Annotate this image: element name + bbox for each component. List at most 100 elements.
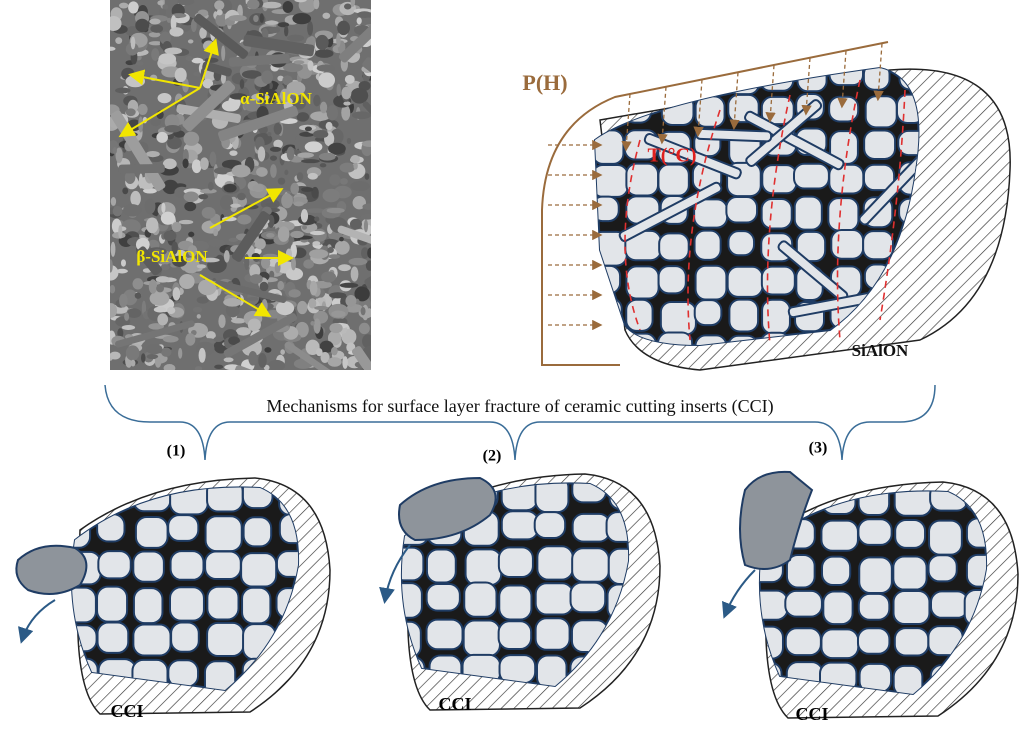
grain <box>695 231 721 260</box>
sem-grain <box>357 17 362 24</box>
sem-grain <box>367 247 374 258</box>
sem-grain <box>109 285 115 293</box>
sem-grain <box>247 297 258 301</box>
sem-grain <box>118 225 122 239</box>
sem-grain <box>276 301 294 315</box>
sem-grain <box>281 193 293 208</box>
sem-grain <box>340 178 348 185</box>
sem-grain <box>250 274 263 284</box>
sem-grain <box>221 46 225 61</box>
sem-grain <box>214 337 224 342</box>
grain <box>63 588 96 623</box>
sem-grain <box>314 217 319 222</box>
sem-grain <box>112 147 116 154</box>
grain <box>136 517 168 548</box>
sem-grain <box>337 84 342 97</box>
sem-grain <box>157 313 168 325</box>
sem-grain <box>337 21 350 36</box>
sem-grain <box>329 292 346 298</box>
sem-grain <box>328 254 340 259</box>
grain <box>98 551 130 578</box>
mechanism-label: (3) <box>809 440 828 457</box>
sem-rod <box>361 56 429 112</box>
sem-grain <box>350 181 369 191</box>
sem-grain <box>237 214 251 224</box>
grain <box>863 231 893 259</box>
sem-grain <box>315 49 334 58</box>
sem-grain <box>270 147 281 152</box>
sem-grain <box>163 336 179 343</box>
sem-grain <box>284 26 288 37</box>
sem-grain <box>290 183 299 195</box>
sem-grain <box>232 165 251 178</box>
sem-grain <box>216 9 222 15</box>
rod-grain <box>696 129 771 142</box>
sem-grain <box>179 220 194 224</box>
sem-grain <box>260 282 269 292</box>
sem-grain <box>313 95 320 107</box>
sem-grain <box>113 206 123 217</box>
sem-grain <box>320 102 327 114</box>
sem-grain <box>340 283 359 288</box>
sem-grain <box>183 132 199 146</box>
grain <box>536 583 573 614</box>
phase-label: α-SiAlON <box>240 89 313 108</box>
grain <box>391 694 420 721</box>
sem-grain <box>141 353 146 362</box>
grain <box>205 551 241 579</box>
sem-grain <box>198 194 208 199</box>
sem-grain <box>329 174 340 185</box>
sem-grain <box>352 111 371 119</box>
sem-grain <box>136 61 144 66</box>
grain <box>728 62 759 94</box>
sem-grain <box>133 278 144 289</box>
grain <box>573 514 610 542</box>
sem-grain <box>301 187 313 192</box>
grain <box>831 230 863 259</box>
sem-grain <box>320 163 327 167</box>
sem-grain <box>163 159 177 170</box>
grain <box>858 628 889 654</box>
sem-grain <box>111 197 116 206</box>
sem-grain <box>364 219 368 232</box>
body-label: CCI <box>110 701 143 721</box>
sem-grain <box>131 36 136 49</box>
sem-grain <box>228 15 246 21</box>
grain <box>728 231 754 255</box>
sem-grain <box>172 222 182 232</box>
grain <box>464 621 500 657</box>
sem-grain <box>240 79 245 89</box>
grain <box>729 300 758 332</box>
sem-grain <box>345 75 355 84</box>
sem-grain <box>274 123 282 135</box>
sem-grain <box>328 143 346 155</box>
sem-grain <box>287 35 304 42</box>
sem-grain <box>248 319 261 332</box>
sem-grain <box>327 208 345 214</box>
load-label: P(H) <box>522 70 567 95</box>
sem-grain <box>342 356 348 369</box>
sem-grain <box>269 27 280 33</box>
sem-grain <box>197 314 201 318</box>
grain <box>97 479 133 506</box>
sem-grain <box>146 218 158 234</box>
grain <box>594 63 620 88</box>
sem-grain <box>128 1 139 13</box>
sem-grain <box>149 32 161 37</box>
sem-grain <box>260 13 264 23</box>
sem-grain <box>326 122 333 130</box>
sem-grain <box>297 112 309 121</box>
sem-grain <box>309 249 328 259</box>
grain <box>662 95 694 125</box>
sem-grain <box>223 298 241 307</box>
sem-grain <box>188 39 194 43</box>
sem-grain <box>184 192 199 203</box>
grain <box>97 587 127 622</box>
grain <box>537 546 572 579</box>
sem-grain <box>261 70 273 84</box>
grain <box>244 517 272 546</box>
grain <box>695 300 722 325</box>
sem-grain <box>308 60 314 70</box>
sem-grain <box>310 231 325 235</box>
grain <box>830 61 864 85</box>
